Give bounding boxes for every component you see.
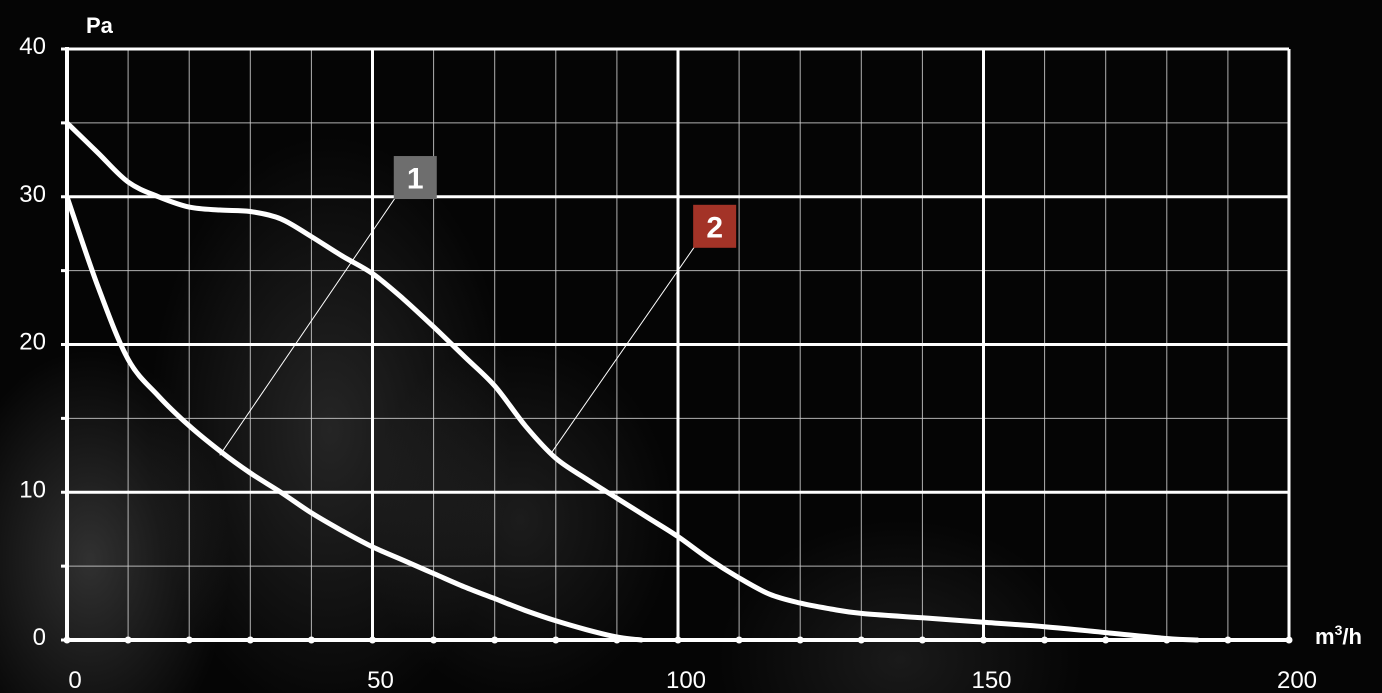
- series-callouts: 12: [219, 156, 737, 456]
- x-axis-tick: [857, 636, 865, 644]
- x-axis-tick: [918, 636, 926, 644]
- callout-leader-2: [549, 245, 696, 456]
- x-axis-tick: [430, 636, 438, 644]
- x-axis-tick: [1102, 636, 1110, 644]
- x-unit-base: m: [1315, 624, 1335, 649]
- callout-box-1: [393, 156, 437, 200]
- x-axis-tick: [185, 636, 193, 644]
- x-axis-tick: [552, 636, 560, 644]
- x-axis-tick: [1224, 636, 1232, 644]
- tick-labels: 0 50 100 150 200 0 10 20 30 40: [19, 33, 1317, 693]
- x-tick-label: 100: [666, 667, 706, 693]
- x-tick-label: 200: [1277, 667, 1317, 693]
- x-axis-tick: [980, 636, 987, 644]
- x-axis-tick: [674, 636, 682, 644]
- series-line-2: [64, 120, 1200, 643]
- x-axis-tick: [1041, 636, 1049, 644]
- x-axis-tick: [796, 636, 804, 644]
- x-tick-label: 50: [367, 667, 394, 693]
- x-axis-tick: [307, 636, 315, 644]
- x-unit-superscript: 3: [1335, 622, 1343, 638]
- x-axis-tick: [124, 636, 132, 644]
- callout-label-1: 1: [407, 163, 424, 196]
- x-axis-tick: [735, 636, 743, 644]
- x-tick-label: 0: [68, 667, 81, 693]
- x-axis-tick: [369, 636, 376, 644]
- x-tick-label: 150: [971, 667, 1011, 693]
- x-axis-tick: [491, 636, 499, 644]
- series-line-1: [64, 194, 644, 643]
- y-tick-label: 40: [19, 33, 46, 60]
- y-tick-label: 10: [19, 476, 46, 503]
- y-axis-unit-label: Pa: [86, 13, 114, 38]
- callout-leader-1: [219, 196, 397, 456]
- y-tick-label: 20: [19, 329, 46, 356]
- major-gridlines: [67, 47, 1291, 640]
- x-unit-tail: /h: [1342, 624, 1362, 649]
- axis-ticks: [61, 47, 1293, 644]
- x-axis-tick: [246, 636, 254, 644]
- y-tick-label: 0: [33, 624, 46, 651]
- callout-box-2: [693, 204, 737, 248]
- x-axis-unit-label: m3/h: [1315, 622, 1362, 649]
- callout-label-2: 2: [706, 211, 723, 244]
- y-tick-label: 30: [19, 181, 46, 208]
- series-lines: [64, 120, 1200, 643]
- x-axis-tick: [1285, 636, 1293, 644]
